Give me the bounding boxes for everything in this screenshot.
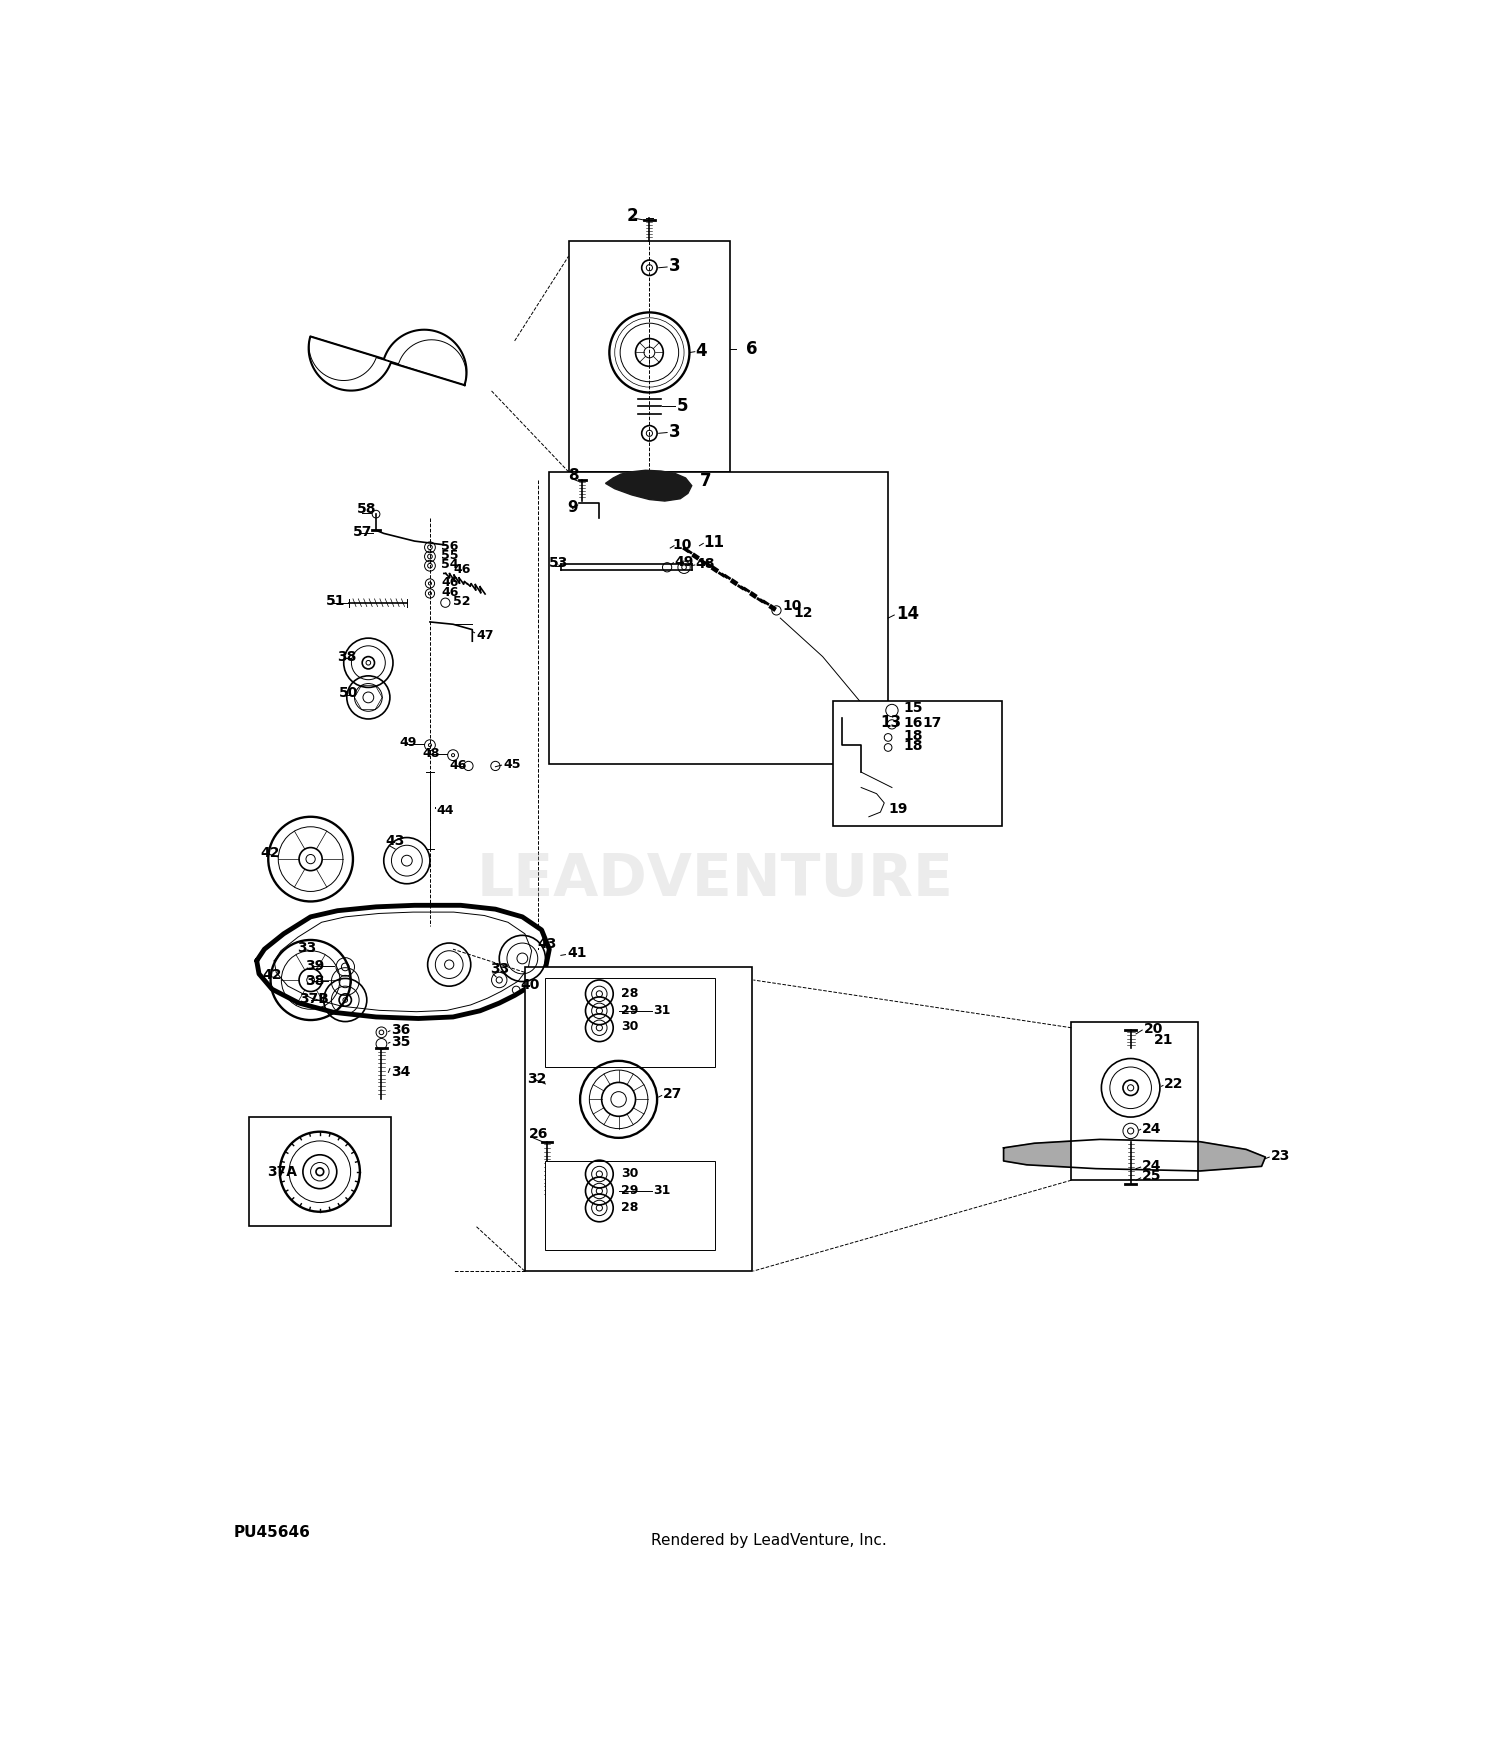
Text: 46: 46 — [453, 564, 471, 576]
Text: 35: 35 — [392, 1036, 411, 1050]
Text: 7: 7 — [699, 473, 711, 490]
Text: 17: 17 — [922, 716, 942, 730]
Text: 9: 9 — [567, 500, 578, 516]
Text: 57: 57 — [352, 525, 372, 539]
Text: 26: 26 — [528, 1127, 548, 1141]
Text: 29: 29 — [621, 1183, 639, 1197]
Polygon shape — [606, 471, 692, 500]
Text: 3: 3 — [669, 424, 681, 441]
Text: 14: 14 — [896, 606, 920, 623]
Text: 27: 27 — [663, 1087, 682, 1101]
Bar — [1071, 1022, 1198, 1180]
Text: 2: 2 — [627, 206, 638, 226]
Text: 8: 8 — [568, 469, 579, 483]
Text: 49: 49 — [399, 737, 417, 749]
Text: 37A: 37A — [267, 1166, 297, 1180]
Text: 21: 21 — [1154, 1032, 1173, 1046]
Bar — [546, 978, 716, 1068]
Text: 12: 12 — [794, 607, 813, 621]
Text: 55: 55 — [441, 550, 459, 562]
Text: 3: 3 — [669, 257, 681, 275]
Bar — [249, 1116, 392, 1227]
Text: 31: 31 — [654, 1004, 670, 1017]
Text: LEADVENTURE: LEADVENTURE — [477, 852, 954, 908]
Text: 42: 42 — [261, 845, 280, 859]
Text: 48: 48 — [696, 556, 715, 570]
Text: 56: 56 — [441, 541, 459, 553]
Bar — [568, 242, 730, 472]
Text: 40: 40 — [520, 978, 540, 992]
Text: 36: 36 — [392, 1024, 411, 1038]
Text: 37B: 37B — [298, 992, 328, 1006]
Bar — [549, 473, 888, 765]
Text: 44: 44 — [436, 803, 453, 817]
Bar — [833, 702, 1002, 826]
Text: 25: 25 — [1142, 1169, 1161, 1183]
Text: 42: 42 — [262, 968, 282, 982]
Text: 4: 4 — [696, 341, 706, 360]
Text: Rendered by LeadVenture, Inc.: Rendered by LeadVenture, Inc. — [651, 1533, 886, 1549]
Text: 18: 18 — [903, 730, 922, 744]
Text: 58: 58 — [357, 502, 376, 516]
Text: 46: 46 — [448, 760, 466, 772]
Text: 23: 23 — [1270, 1148, 1290, 1162]
Text: 41: 41 — [567, 947, 586, 961]
Text: 50: 50 — [339, 686, 358, 700]
Text: 11: 11 — [704, 536, 724, 550]
Text: 19: 19 — [888, 802, 908, 816]
Text: 20: 20 — [1143, 1022, 1162, 1036]
Text: 48: 48 — [423, 747, 439, 760]
Bar — [525, 968, 752, 1270]
Text: 13: 13 — [880, 714, 902, 730]
Text: 16: 16 — [903, 716, 922, 730]
Text: 54: 54 — [441, 558, 459, 572]
Text: 24: 24 — [1142, 1158, 1161, 1172]
Text: 38: 38 — [304, 973, 324, 987]
Text: 34: 34 — [392, 1066, 411, 1080]
Text: 30: 30 — [621, 1167, 639, 1180]
Text: PU45646: PU45646 — [234, 1526, 310, 1540]
Text: 10: 10 — [672, 537, 692, 551]
Text: 33: 33 — [297, 942, 316, 956]
Text: 39: 39 — [304, 959, 324, 973]
Text: 51: 51 — [326, 595, 345, 609]
Text: 38: 38 — [338, 649, 357, 663]
Text: 28: 28 — [621, 1200, 639, 1214]
Text: 29: 29 — [621, 1003, 639, 1017]
Text: 45: 45 — [503, 758, 520, 772]
Text: 43: 43 — [537, 936, 556, 950]
Text: 49: 49 — [674, 555, 693, 569]
Text: 31: 31 — [654, 1185, 670, 1197]
Text: 47: 47 — [476, 628, 494, 642]
Text: 46: 46 — [441, 576, 459, 590]
Text: 22: 22 — [1164, 1076, 1184, 1090]
Bar — [546, 1160, 716, 1250]
Text: 53: 53 — [549, 556, 568, 570]
Text: 33: 33 — [490, 963, 510, 977]
Text: 43: 43 — [386, 835, 405, 849]
Text: 10: 10 — [783, 598, 802, 612]
Text: 18: 18 — [903, 738, 922, 752]
Text: 30: 30 — [621, 1020, 639, 1034]
Text: 6: 6 — [746, 340, 758, 357]
Text: 46: 46 — [441, 586, 459, 598]
Text: 5: 5 — [676, 397, 688, 415]
Polygon shape — [1004, 1139, 1266, 1171]
Text: 52: 52 — [453, 595, 471, 607]
Text: 28: 28 — [621, 987, 639, 999]
Text: 24: 24 — [1142, 1122, 1161, 1136]
Text: 15: 15 — [903, 702, 922, 716]
Text: 32: 32 — [526, 1071, 546, 1085]
